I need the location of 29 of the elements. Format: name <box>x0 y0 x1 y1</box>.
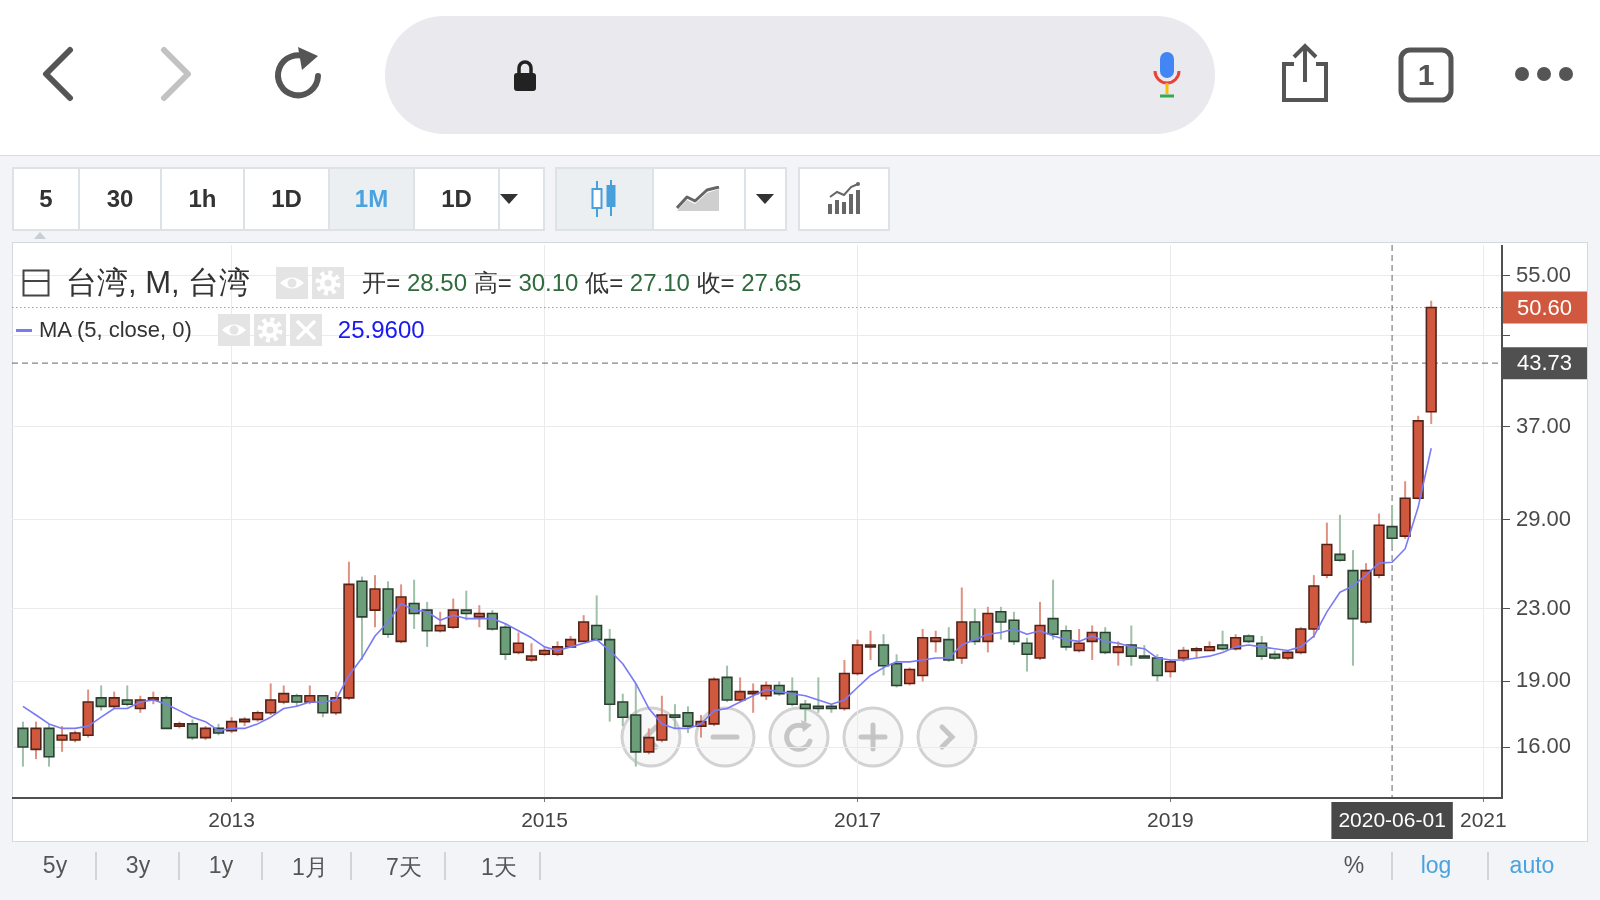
y-tick-label: 29.00 <box>1516 506 1572 532</box>
text: 1y <box>208 852 234 879</box>
text: 3y <box>125 852 151 879</box>
annotation: 25.9600 <box>337 316 425 344</box>
x-tick-label: 2021 <box>1460 808 1507 832</box>
text: 1 <box>1416 57 1436 93</box>
text: 台湾, M, 台湾 <box>66 264 251 302</box>
text: 5y <box>42 852 68 879</box>
text: 1天 <box>481 853 517 882</box>
y-tick-label: 16.00 <box>1516 733 1572 759</box>
ref-line-label: 50.60 <box>1517 294 1573 320</box>
text: auto <box>1509 852 1555 879</box>
text: % <box>1343 852 1365 879</box>
y-tick-label: 55.00 <box>1516 261 1572 287</box>
ref-line-label: 2020-06-01 <box>1338 807 1446 831</box>
text: log <box>1420 852 1452 879</box>
annotation: 开= 28.50 高= 30.10 低= 27.10 收= 27.65 <box>362 269 802 296</box>
x-tick-label: 2019 <box>1147 808 1194 832</box>
toolbar-button: 1M <box>330 169 415 229</box>
y-tick-label: 23.00 <box>1516 594 1572 620</box>
legend-label: MA (5, close, 0) <box>39 317 192 343</box>
y-tick-label: 37.00 <box>1516 413 1572 439</box>
ref-line-label: 43.73 <box>1517 350 1573 376</box>
x-tick-label: 2013 <box>208 808 255 832</box>
text: 1月 <box>292 853 328 882</box>
x-tick-label: 2015 <box>521 808 568 832</box>
x-tick-label: 2017 <box>834 808 881 832</box>
text: 7天 <box>386 853 422 882</box>
y-tick-label: 19.00 <box>1516 667 1572 693</box>
